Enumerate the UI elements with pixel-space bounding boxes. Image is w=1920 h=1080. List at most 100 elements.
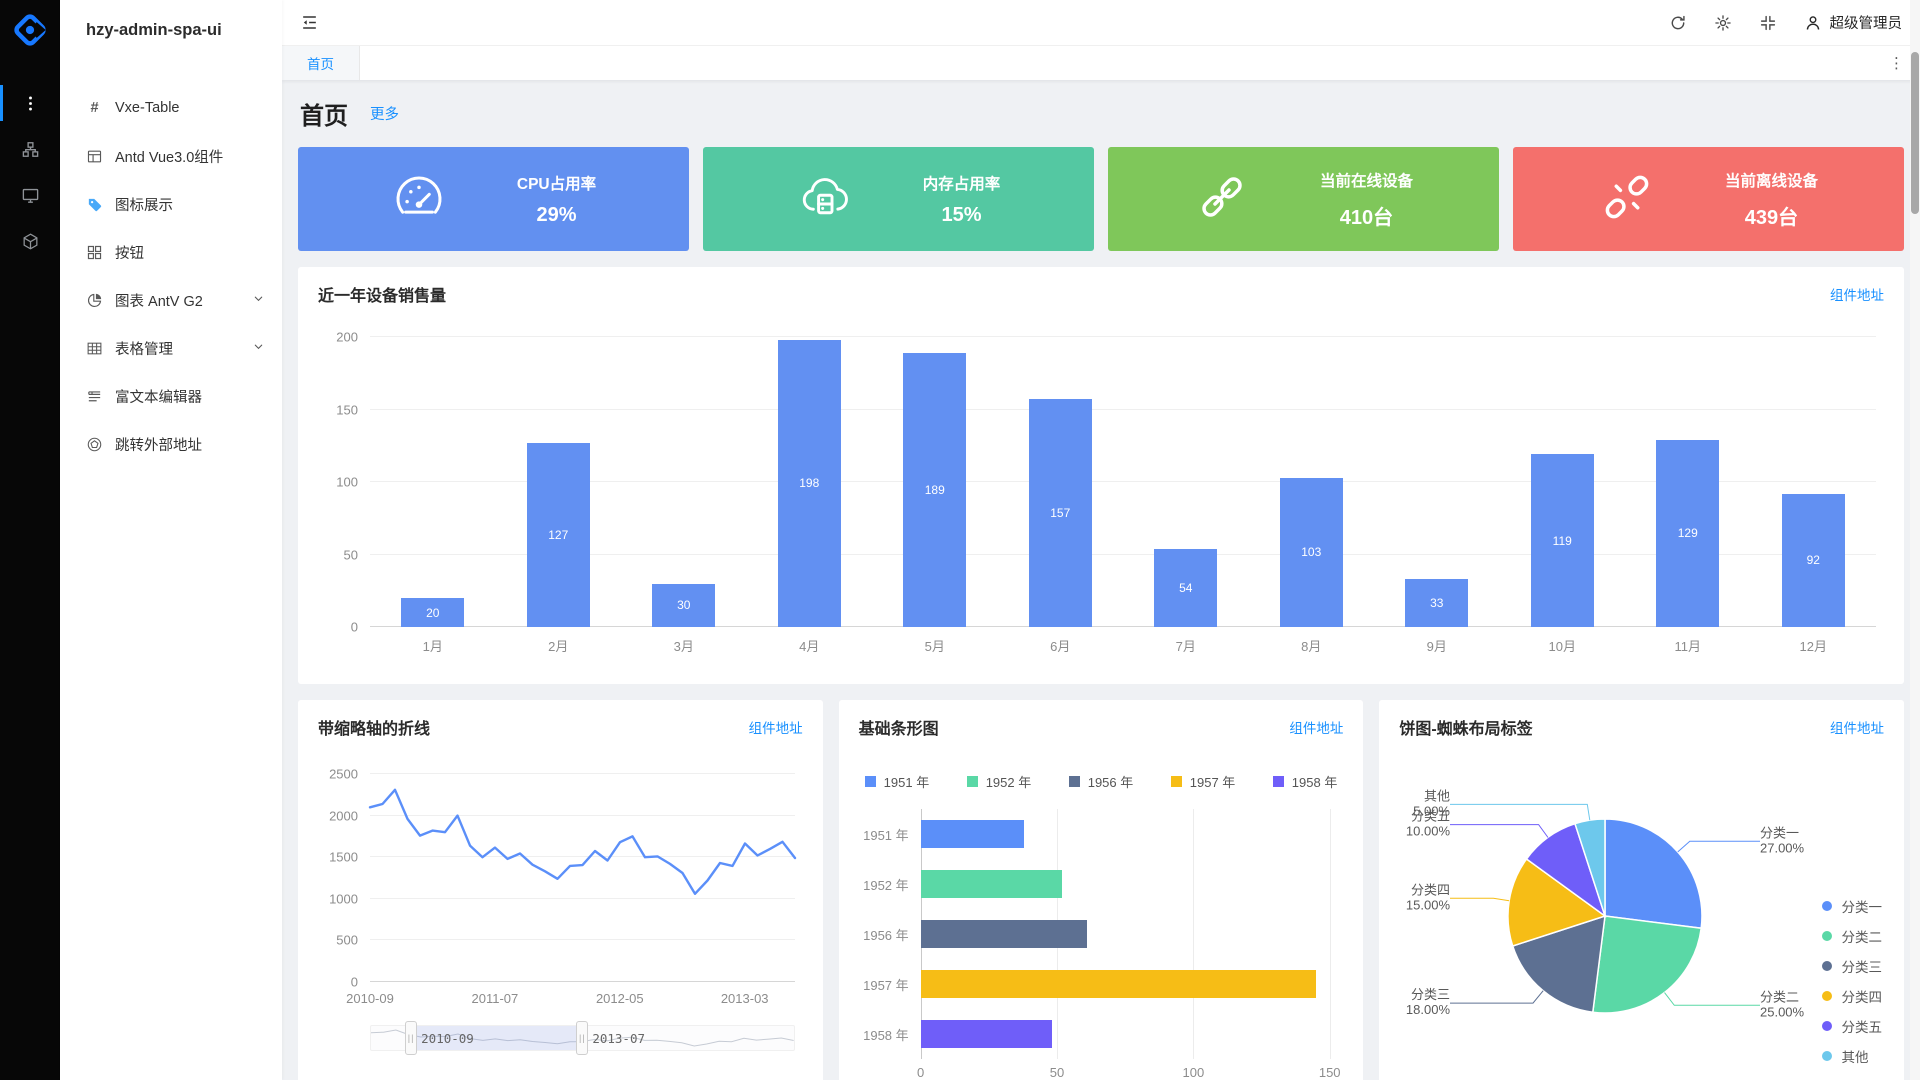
scrollbar-thumb[interactable] [1911, 52, 1919, 214]
bar-value-label: 198 [799, 476, 820, 491]
app-logo-icon[interactable] [0, 0, 60, 60]
sidebar-item-2[interactable]: 图标展示 [60, 180, 282, 228]
settings-gear-icon[interactable] [1714, 14, 1732, 32]
legend-label: 1958 年 [1291, 775, 1338, 790]
sidebar-item-7[interactable]: 跳转外部地址 [60, 420, 282, 468]
legend-item-3[interactable]: 分类四 [1821, 986, 1882, 1006]
pie-spider-label: 分类三 18.00% [1406, 987, 1451, 1017]
data-zoom-slider[interactable]: || 2010-09 || 2013-07 [370, 1021, 795, 1055]
y-axis-tick-label: 0 [350, 974, 358, 990]
legend-dot [1821, 901, 1832, 911]
menu-fold-icon[interactable] [300, 13, 319, 32]
bar-slot: 30 [621, 337, 747, 627]
legend-label: 其他 [1841, 1050, 1869, 1065]
sidebar-item-label: 表格管理 [115, 341, 173, 358]
sidebar-item-0[interactable]: # Vxe-Table [60, 84, 282, 132]
rail-item-1[interactable] [0, 126, 60, 172]
bar-value-label: 129 [1677, 526, 1698, 541]
sidebar-item-5[interactable]: 表格管理 [60, 324, 282, 372]
more-link[interactable]: 更多 [370, 107, 399, 123]
gridline [1193, 809, 1195, 1059]
tab-label: 首页 [307, 57, 334, 72]
y-axis-tick-label: 100 [336, 474, 358, 490]
x-axis-tick-label: 5月 [924, 639, 945, 654]
legend-item-0[interactable]: 分类一 [1821, 896, 1882, 916]
table-icon [86, 340, 103, 357]
x-axis-tick-label: 11月 [1674, 639, 1702, 654]
hbar-row-1958 年 [920, 1020, 1344, 1048]
legend-label: 分类五 [1841, 1020, 1883, 1035]
module-sidebar: hzy-admin-spa-ui # Vxe-Table Antd Vue3.0组件… [60, 0, 282, 1080]
bar-11月: 129 [1656, 439, 1720, 627]
gridline [370, 773, 795, 774]
pie-slice-分类二[interactable] [1592, 915, 1703, 1014]
legend-dot [1821, 1021, 1832, 1031]
sidebar-item-3[interactable]: 按钮 [60, 228, 282, 276]
gridline [370, 939, 795, 941]
slider-selection [411, 1026, 583, 1050]
legend-swatch [1272, 776, 1284, 787]
legend-label: 1952 年 [985, 775, 1032, 790]
sidebar-item-4[interactable]: 图表 AntV G2 [60, 276, 282, 324]
legend-item-1[interactable]: 1952 年 [966, 772, 1032, 791]
legend-item-1[interactable]: 分类二 [1821, 926, 1882, 946]
tab-home[interactable]: 首页 [282, 46, 360, 80]
rail-item-2[interactable] [0, 172, 60, 218]
panel-title: 带缩略轴的折线 [318, 721, 431, 738]
y-axis-tick-label: 1000 [329, 891, 358, 907]
user-menu[interactable]: 超级管理员 [1804, 12, 1902, 33]
legend-item-4[interactable]: 分类五 [1821, 1016, 1883, 1036]
page-header: 首页 更多 [300, 96, 1902, 131]
x-axis-tick-label: 2013-03 [720, 991, 769, 1006]
legend-item-5[interactable]: 其他 [1821, 1046, 1883, 1066]
stat-card-value: 29% [536, 203, 577, 226]
component-link[interactable]: 组件地址 [748, 721, 803, 736]
bar-slot: 127 [496, 337, 622, 627]
legend-item-3[interactable]: 1957 年 [1170, 772, 1235, 791]
pie-label-leader [1677, 840, 1761, 853]
tab-more-icon[interactable]: ⋮ [1889, 55, 1904, 72]
bar-slot: 54 [1123, 337, 1249, 627]
bar-1958 年 [920, 1020, 1052, 1048]
x-axis-tick-label: 12月 [1799, 639, 1827, 654]
x-axis-tick-label: 4月 [799, 639, 820, 654]
bar-4月: 198 [777, 339, 841, 627]
component-link[interactable]: 组件地址 [1830, 721, 1884, 736]
legend-item-4[interactable]: 1958 年 [1272, 772, 1338, 791]
codesandbox-icon [23, 232, 37, 250]
component-link[interactable]: 组件地址 [1289, 721, 1344, 736]
x-axis-tick-label: 150 [1318, 1065, 1341, 1080]
legend-item-2[interactable]: 1956 年 [1068, 772, 1134, 791]
rich-text-icon [86, 388, 103, 405]
legend-label: 1956 年 [1087, 775, 1134, 790]
fullscreen-exit-icon[interactable] [1759, 14, 1777, 32]
refresh-icon[interactable] [1669, 14, 1687, 32]
desktop-icon [22, 188, 38, 203]
legend-item-0[interactable]: 1951 年 [864, 772, 929, 791]
cloud-server-icon [797, 169, 853, 230]
pie-label-leader [1450, 990, 1544, 1004]
sidebar-item-6[interactable]: 富文本编辑器 [60, 372, 282, 420]
rail-item-0[interactable] [0, 80, 60, 126]
rail-item-3[interactable] [0, 218, 60, 264]
pie-spider-label: 分类一 27.00% [1760, 825, 1805, 855]
x-axis-tick-label: 2月 [548, 639, 569, 654]
x-axis-tick-label: 8月 [1301, 639, 1322, 654]
topbar: 超级管理员 [282, 0, 1920, 46]
legend-item-2[interactable]: 分类三 [1821, 956, 1882, 976]
gridline [370, 553, 1876, 555]
bar-slot: 20 [370, 337, 496, 627]
slider-handle-left[interactable]: || [405, 1021, 418, 1055]
stat-card-0: CPU占用率 29% [298, 147, 689, 251]
stat-card-2: 当前在线设备 410台 [1108, 147, 1499, 251]
pie-slice-分类一[interactable] [1604, 818, 1703, 930]
pie-chart-icon [86, 292, 103, 309]
component-link[interactable]: 组件地址 [1830, 288, 1884, 303]
gridline [370, 897, 795, 899]
bar-1957 年 [920, 970, 1317, 998]
stat-card-1: 内存占用率 15% [703, 147, 1094, 251]
gridline [370, 981, 795, 982]
slider-handle-right[interactable]: || [576, 1021, 589, 1055]
sidebar-item-1[interactable]: Antd Vue3.0组件 [60, 132, 282, 180]
horizontal-bar-chart: 1951 年 1952 年 1956 年 1957 年 1958 年 [859, 809, 1344, 1059]
